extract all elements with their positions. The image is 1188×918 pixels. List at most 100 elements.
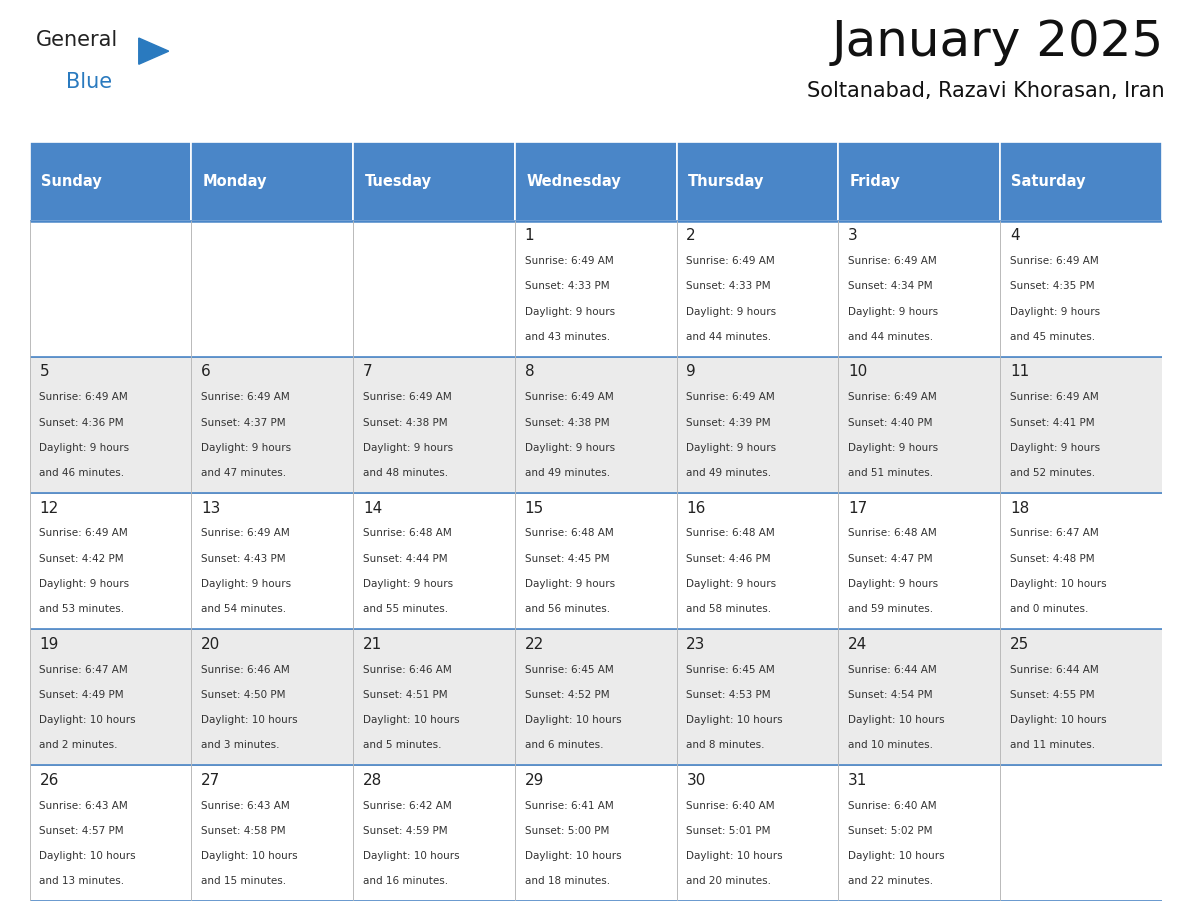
Bar — [514, 493, 677, 629]
Bar — [353, 629, 514, 766]
Text: Sunset: 4:53 PM: Sunset: 4:53 PM — [687, 689, 771, 700]
Text: Sunrise: 6:46 AM: Sunrise: 6:46 AM — [201, 665, 290, 675]
Bar — [514, 766, 677, 901]
Text: General: General — [36, 30, 118, 50]
Text: and 6 minutes.: and 6 minutes. — [525, 740, 604, 750]
Bar — [839, 220, 1000, 357]
Text: Sunset: 4:52 PM: Sunset: 4:52 PM — [525, 689, 609, 700]
Text: 1: 1 — [525, 229, 535, 243]
Text: 25: 25 — [1010, 637, 1029, 652]
Bar — [677, 493, 839, 629]
Text: Sunset: 4:58 PM: Sunset: 4:58 PM — [201, 826, 286, 836]
Text: Sunrise: 6:49 AM: Sunrise: 6:49 AM — [848, 392, 937, 402]
Text: 9: 9 — [687, 364, 696, 379]
Text: Daylight: 9 hours: Daylight: 9 hours — [687, 307, 777, 317]
Text: Sunset: 4:50 PM: Sunset: 4:50 PM — [201, 689, 285, 700]
Text: Saturday: Saturday — [1011, 174, 1086, 189]
Text: Sunrise: 6:44 AM: Sunrise: 6:44 AM — [848, 665, 937, 675]
Text: Friday: Friday — [849, 174, 901, 189]
Bar — [514, 629, 677, 766]
Text: 24: 24 — [848, 637, 867, 652]
Text: and 0 minutes.: and 0 minutes. — [1010, 604, 1088, 614]
Text: 14: 14 — [362, 500, 383, 516]
Text: Sunrise: 6:49 AM: Sunrise: 6:49 AM — [848, 256, 937, 266]
Text: Sunrise: 6:48 AM: Sunrise: 6:48 AM — [525, 529, 613, 539]
Bar — [1000, 142, 1162, 220]
Text: Sunset: 4:47 PM: Sunset: 4:47 PM — [848, 554, 933, 564]
Text: and 8 minutes.: and 8 minutes. — [687, 740, 765, 750]
Text: Sunrise: 6:49 AM: Sunrise: 6:49 AM — [39, 529, 128, 539]
Bar — [353, 142, 514, 220]
Text: and 15 minutes.: and 15 minutes. — [201, 877, 286, 886]
Text: Thursday: Thursday — [688, 174, 764, 189]
Text: 17: 17 — [848, 500, 867, 516]
Text: Daylight: 9 hours: Daylight: 9 hours — [848, 579, 939, 588]
Text: Sunset: 4:44 PM: Sunset: 4:44 PM — [362, 554, 448, 564]
Text: and 20 minutes.: and 20 minutes. — [687, 877, 771, 886]
Text: and 47 minutes.: and 47 minutes. — [201, 468, 286, 478]
Text: Sunrise: 6:46 AM: Sunrise: 6:46 AM — [362, 665, 451, 675]
Text: Daylight: 9 hours: Daylight: 9 hours — [848, 307, 939, 317]
Bar — [353, 493, 514, 629]
Text: 6: 6 — [201, 364, 211, 379]
Text: 26: 26 — [39, 773, 58, 788]
Text: Sunrise: 6:49 AM: Sunrise: 6:49 AM — [1010, 392, 1099, 402]
Text: and 54 minutes.: and 54 minutes. — [201, 604, 286, 614]
Text: 30: 30 — [687, 773, 706, 788]
Text: Daylight: 9 hours: Daylight: 9 hours — [848, 442, 939, 453]
Bar — [1000, 493, 1162, 629]
Text: Daylight: 9 hours: Daylight: 9 hours — [525, 442, 614, 453]
Text: Daylight: 10 hours: Daylight: 10 hours — [525, 715, 621, 725]
Text: and 52 minutes.: and 52 minutes. — [1010, 468, 1095, 478]
Text: Tuesday: Tuesday — [365, 174, 431, 189]
Bar — [1000, 220, 1162, 357]
Text: and 3 minutes.: and 3 minutes. — [201, 740, 279, 750]
Text: Daylight: 9 hours: Daylight: 9 hours — [1010, 442, 1100, 453]
Bar — [839, 142, 1000, 220]
Text: and 58 minutes.: and 58 minutes. — [687, 604, 771, 614]
Bar — [30, 629, 191, 766]
Bar — [191, 766, 353, 901]
Text: 10: 10 — [848, 364, 867, 379]
Text: Sunset: 5:02 PM: Sunset: 5:02 PM — [848, 826, 933, 836]
Text: Monday: Monday — [203, 174, 267, 189]
Bar — [30, 142, 191, 220]
Text: Sunset: 4:40 PM: Sunset: 4:40 PM — [848, 418, 933, 428]
Bar — [353, 357, 514, 493]
Bar — [839, 629, 1000, 766]
Text: Daylight: 9 hours: Daylight: 9 hours — [201, 442, 291, 453]
Text: Daylight: 9 hours: Daylight: 9 hours — [362, 442, 453, 453]
Bar — [677, 357, 839, 493]
Text: Daylight: 10 hours: Daylight: 10 hours — [1010, 715, 1106, 725]
Text: 19: 19 — [39, 637, 58, 652]
Text: Blue: Blue — [65, 73, 112, 92]
Text: Daylight: 9 hours: Daylight: 9 hours — [687, 442, 777, 453]
Text: Sunset: 4:33 PM: Sunset: 4:33 PM — [687, 281, 771, 291]
Text: Sunrise: 6:45 AM: Sunrise: 6:45 AM — [687, 665, 775, 675]
Text: Sunrise: 6:43 AM: Sunrise: 6:43 AM — [201, 800, 290, 811]
Text: 13: 13 — [201, 500, 221, 516]
Bar — [514, 220, 677, 357]
Text: Daylight: 10 hours: Daylight: 10 hours — [362, 715, 460, 725]
Text: Sunset: 4:55 PM: Sunset: 4:55 PM — [1010, 689, 1094, 700]
Text: and 10 minutes.: and 10 minutes. — [848, 740, 933, 750]
Text: 4: 4 — [1010, 229, 1019, 243]
Text: 5: 5 — [39, 364, 49, 379]
Text: and 18 minutes.: and 18 minutes. — [525, 877, 609, 886]
Text: Sunset: 4:38 PM: Sunset: 4:38 PM — [362, 418, 448, 428]
Text: Daylight: 9 hours: Daylight: 9 hours — [525, 307, 614, 317]
Bar — [353, 220, 514, 357]
Text: and 55 minutes.: and 55 minutes. — [362, 604, 448, 614]
Text: 2: 2 — [687, 229, 696, 243]
Text: Sunrise: 6:44 AM: Sunrise: 6:44 AM — [1010, 665, 1099, 675]
Text: 16: 16 — [687, 500, 706, 516]
Bar — [1000, 766, 1162, 901]
Text: Wednesday: Wednesday — [526, 174, 621, 189]
Text: and 44 minutes.: and 44 minutes. — [848, 331, 934, 341]
Text: and 16 minutes.: and 16 minutes. — [362, 877, 448, 886]
Text: 23: 23 — [687, 637, 706, 652]
Text: Daylight: 10 hours: Daylight: 10 hours — [201, 851, 298, 861]
Text: Sunrise: 6:49 AM: Sunrise: 6:49 AM — [1010, 256, 1099, 266]
Text: and 59 minutes.: and 59 minutes. — [848, 604, 934, 614]
Text: Sunrise: 6:49 AM: Sunrise: 6:49 AM — [39, 392, 128, 402]
